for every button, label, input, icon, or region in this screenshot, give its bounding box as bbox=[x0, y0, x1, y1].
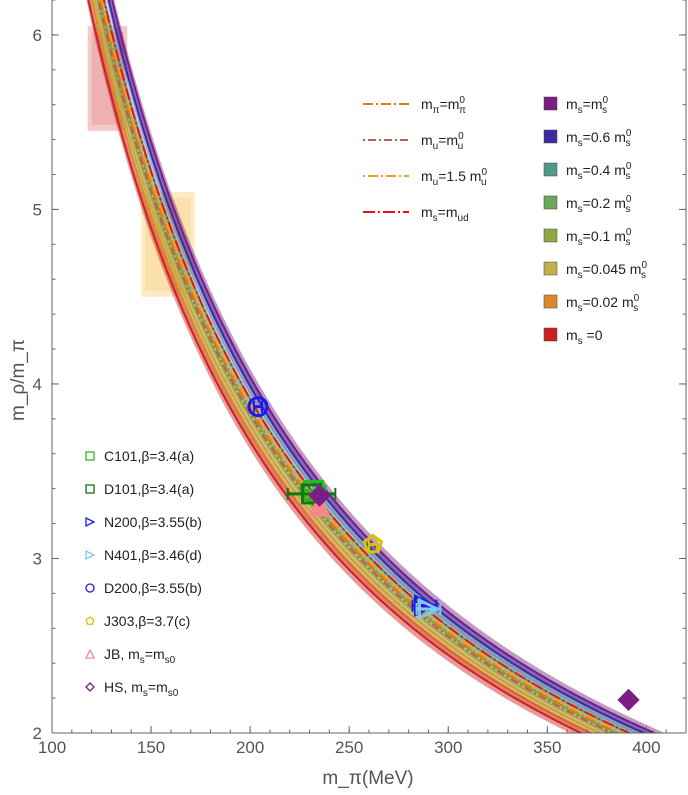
band-legend-label: ms=0.045 m0 s bbox=[566, 260, 647, 281]
line-legend-label: mπ=m0 π bbox=[421, 95, 466, 116]
band-center-5 bbox=[93, 0, 603, 733]
band-legend-label: ms =0 bbox=[566, 327, 603, 347]
data-point-5 bbox=[362, 533, 384, 554]
point-legend-marker bbox=[85, 549, 96, 561]
point-legend-label: N200,β=3.55(b) bbox=[104, 514, 202, 530]
x-tick-label: 250 bbox=[335, 738, 363, 757]
band-1 bbox=[106, 0, 655, 733]
band-legend-label: ms=m0 s bbox=[566, 95, 609, 116]
y-axis-label: m_ρ/m_π bbox=[8, 339, 29, 421]
band-7 bbox=[86, 0, 592, 733]
y-tick-label: 2 bbox=[33, 724, 42, 743]
band-0 bbox=[109, 0, 665, 733]
band-legend-label: ms=0.02 m0 s bbox=[566, 293, 640, 314]
band-legend-swatch bbox=[543, 129, 558, 144]
band-legend-label: ms=0.2 m0 s bbox=[566, 194, 632, 215]
y-tick-label: 5 bbox=[33, 200, 42, 219]
band-center-6 bbox=[90, 0, 594, 733]
point-legend-label: D200,β=3.55(b) bbox=[104, 580, 202, 596]
x-tick-label: 200 bbox=[236, 738, 264, 757]
point-legend-marker bbox=[85, 451, 95, 461]
reference-lines bbox=[97, 0, 632, 733]
y-tick-label: 4 bbox=[33, 375, 42, 394]
line-0 bbox=[99, 0, 622, 733]
x-axis-label: m_π(MeV) bbox=[322, 768, 413, 789]
line-3 bbox=[102, 0, 632, 733]
line-legend-label: mu=m0 u bbox=[421, 131, 464, 152]
band-legend-label: ms=0.1 m0 s bbox=[566, 227, 632, 248]
point-legend-label: JB, ms=ms0 bbox=[104, 646, 176, 666]
point-legend-marker bbox=[85, 583, 95, 593]
x-tick-label: 100 bbox=[38, 738, 66, 757]
x-tick-label: 350 bbox=[533, 738, 561, 757]
band-legend-swatch bbox=[543, 294, 558, 309]
band-legend: ms=m0 s ms=0.6 m0 s ms=0.4 m0 s ms=0.2 m0 s ms=0… bbox=[543, 95, 647, 347]
point-legend-marker bbox=[85, 682, 95, 692]
point-legend-marker bbox=[85, 516, 96, 528]
line-legend-label: ms=mud bbox=[421, 204, 469, 224]
bands bbox=[86, 0, 665, 733]
point-legend: C101,β=3.4(a) D101,β=3.4(a) N200,β=3.55(b)… bbox=[84, 448, 202, 699]
line-legend-label: mu=1.5 m0 u bbox=[421, 167, 487, 188]
band-legend-swatch bbox=[543, 195, 558, 210]
point-legend-label: C101,β=3.4(a) bbox=[104, 448, 194, 464]
point-legend-label: D101,β=3.4(a) bbox=[104, 481, 194, 497]
band-legend-swatch bbox=[543, 162, 558, 177]
data-point-8 bbox=[617, 688, 640, 711]
band-legend-swatch bbox=[543, 261, 558, 276]
band-legend-label: ms=0.4 m0 s bbox=[566, 161, 632, 182]
x-tick-label: 150 bbox=[137, 738, 165, 757]
band-legend-label: ms=0.6 m0 s bbox=[566, 128, 632, 149]
line-legend: mπ=m0 π mu=m0 u mu=1.5 m0 u ms=mud bbox=[363, 95, 487, 224]
band-legend-swatch bbox=[543, 96, 558, 111]
point-legend-label: N401,β=3.46(d) bbox=[104, 547, 202, 563]
band-center-1 bbox=[107, 0, 647, 733]
band-legend-swatch bbox=[543, 327, 558, 342]
point-legend-label: HS, ms=ms0 bbox=[104, 679, 179, 699]
axes: 100 150 200 250 300 350 400 2 3 4 5 6 bbox=[33, 0, 687, 757]
y-tick-label: 3 bbox=[33, 549, 42, 568]
line-2 bbox=[100, 0, 626, 733]
band-center-2 bbox=[102, 0, 632, 733]
data-point-4 bbox=[247, 396, 269, 418]
point-legend-marker bbox=[84, 648, 96, 659]
data-point-7 bbox=[308, 484, 331, 507]
band-center-4 bbox=[96, 0, 611, 733]
x-tick-label: 300 bbox=[434, 738, 462, 757]
y-tick-label: 6 bbox=[33, 26, 42, 45]
x-tick-label: 400 bbox=[632, 738, 660, 757]
data-points bbox=[247, 396, 640, 711]
line-1 bbox=[97, 0, 615, 733]
band-legend-swatch bbox=[543, 228, 558, 243]
point-legend-marker bbox=[85, 616, 95, 625]
band-center-3 bbox=[98, 0, 620, 733]
point-legend-marker bbox=[85, 484, 95, 494]
data-point-3 bbox=[417, 597, 441, 621]
point-legend-label: J303,β=3.7(c) bbox=[104, 613, 190, 629]
